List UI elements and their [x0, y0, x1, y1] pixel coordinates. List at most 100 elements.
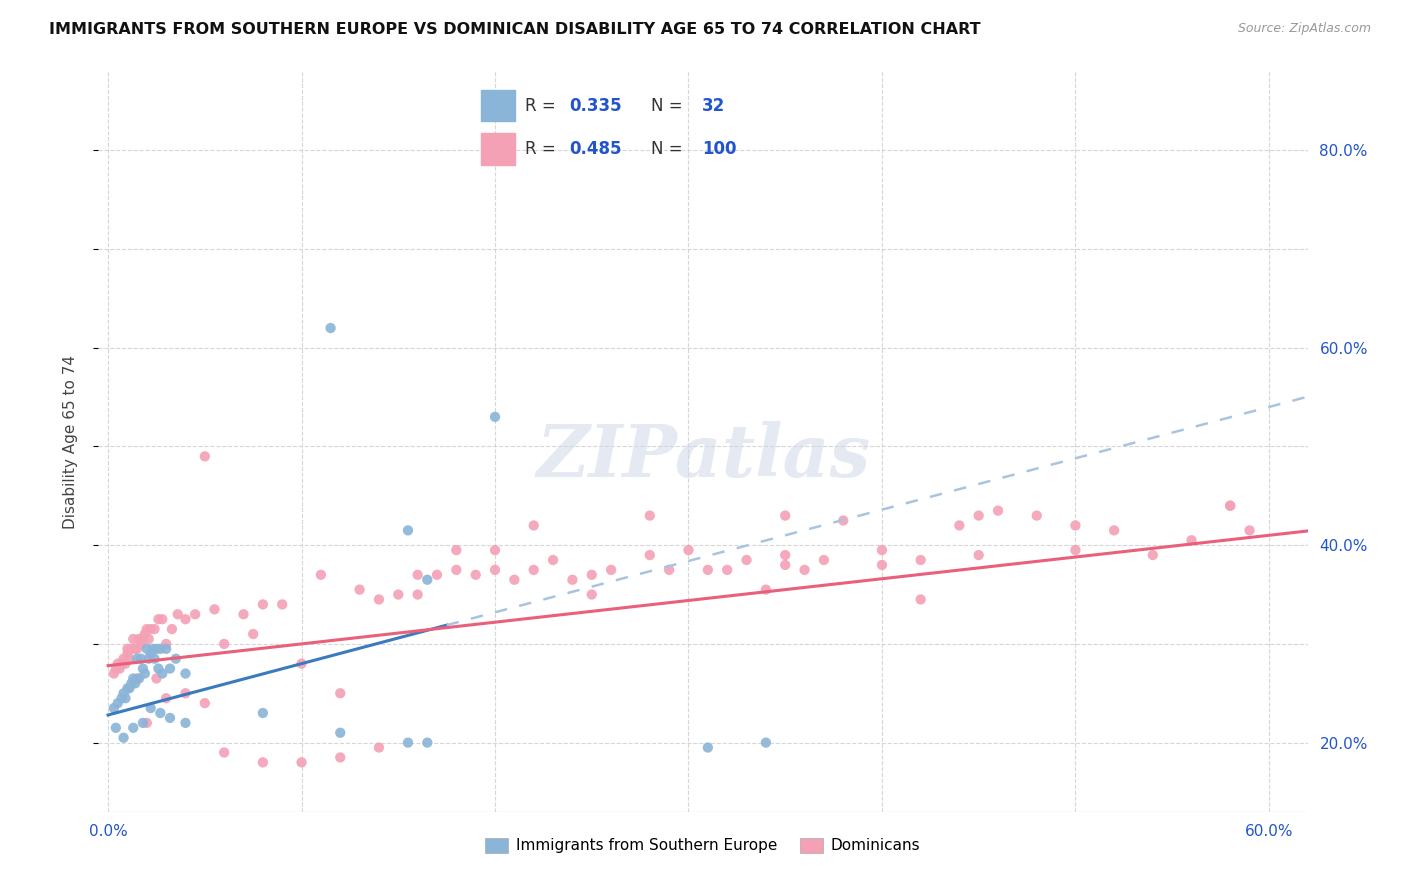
- Point: [541, 553, 564, 567]
- Point: [581, 588, 603, 602]
- Point: [349, 582, 371, 597]
- Point: [111, 691, 134, 706]
- Point: [142, 641, 165, 656]
- Point: [128, 672, 150, 686]
- Point: [122, 632, 145, 646]
- Point: [143, 651, 166, 665]
- Text: 100: 100: [702, 140, 737, 158]
- Point: [1239, 524, 1261, 538]
- Point: [155, 637, 177, 651]
- Point: [159, 711, 181, 725]
- Point: [155, 641, 177, 656]
- Point: [561, 573, 583, 587]
- Point: [103, 666, 125, 681]
- Point: [484, 543, 506, 558]
- Point: [129, 637, 152, 651]
- Point: [416, 573, 439, 587]
- Bar: [481, 89, 516, 121]
- Point: [135, 641, 157, 656]
- Point: [678, 543, 700, 558]
- Point: [128, 632, 150, 646]
- Point: [159, 662, 181, 676]
- Y-axis label: Disability Age 65 to 74: Disability Age 65 to 74: [63, 354, 77, 529]
- Point: [755, 582, 778, 597]
- Point: [184, 607, 207, 622]
- Point: [112, 731, 135, 745]
- Point: [426, 567, 449, 582]
- Text: 0.335: 0.335: [569, 96, 621, 114]
- Point: [638, 508, 661, 523]
- Text: Source: ZipAtlas.com: Source: ZipAtlas.com: [1237, 22, 1371, 36]
- Point: [252, 756, 274, 770]
- Point: [658, 563, 681, 577]
- Point: [122, 721, 145, 735]
- Point: [793, 563, 815, 577]
- Point: [716, 563, 738, 577]
- Point: [416, 736, 439, 750]
- Point: [1219, 499, 1241, 513]
- Point: [117, 641, 139, 656]
- Point: [174, 612, 197, 626]
- Point: [118, 681, 141, 696]
- Point: [108, 662, 131, 676]
- Point: [148, 612, 170, 626]
- Point: [118, 651, 141, 665]
- Text: N =: N =: [651, 96, 688, 114]
- Point: [117, 681, 139, 696]
- Point: [132, 715, 155, 730]
- Point: [107, 657, 129, 671]
- Point: [194, 696, 217, 710]
- Point: [290, 756, 312, 770]
- Point: [117, 647, 139, 661]
- Point: [122, 672, 145, 686]
- Text: ZIPatlas: ZIPatlas: [536, 421, 870, 491]
- Point: [446, 543, 468, 558]
- Point: [145, 672, 167, 686]
- Point: [967, 508, 990, 523]
- Point: [948, 518, 970, 533]
- Point: [232, 607, 254, 622]
- Point: [773, 548, 796, 562]
- Point: [143, 622, 166, 636]
- Point: [103, 701, 125, 715]
- Point: [735, 553, 758, 567]
- Point: [696, 879, 718, 892]
- Point: [165, 651, 187, 665]
- Point: [755, 736, 778, 750]
- Point: [387, 588, 409, 602]
- Point: [127, 651, 149, 665]
- Point: [1142, 548, 1164, 562]
- Point: [464, 567, 486, 582]
- Point: [290, 657, 312, 671]
- Point: [174, 686, 197, 700]
- Point: [149, 641, 172, 656]
- Point: [271, 598, 294, 612]
- Point: [368, 592, 391, 607]
- Point: [967, 548, 990, 562]
- Point: [114, 691, 136, 706]
- Point: [1025, 508, 1047, 523]
- Text: IMMIGRANTS FROM SOUTHERN EUROPE VS DOMINICAN DISABILITY AGE 65 TO 74 CORRELATION: IMMIGRANTS FROM SOUTHERN EUROPE VS DOMIN…: [49, 22, 981, 37]
- Point: [194, 450, 217, 464]
- Point: [503, 573, 526, 587]
- Point: [155, 691, 177, 706]
- Point: [135, 622, 157, 636]
- Point: [910, 592, 932, 607]
- Point: [139, 701, 162, 715]
- Point: [406, 588, 429, 602]
- Bar: [481, 133, 516, 164]
- Point: [581, 567, 603, 582]
- Point: [166, 607, 188, 622]
- Point: [150, 666, 173, 681]
- Point: [252, 706, 274, 720]
- Point: [446, 563, 468, 577]
- Point: [696, 740, 718, 755]
- Point: [987, 503, 1010, 517]
- Point: [120, 641, 142, 656]
- Point: [813, 553, 835, 567]
- Point: [696, 563, 718, 577]
- Point: [329, 725, 352, 739]
- Legend: Immigrants from Southern Europe, Dominicans: Immigrants from Southern Europe, Dominic…: [479, 831, 927, 860]
- Point: [127, 672, 149, 686]
- Point: [149, 706, 172, 720]
